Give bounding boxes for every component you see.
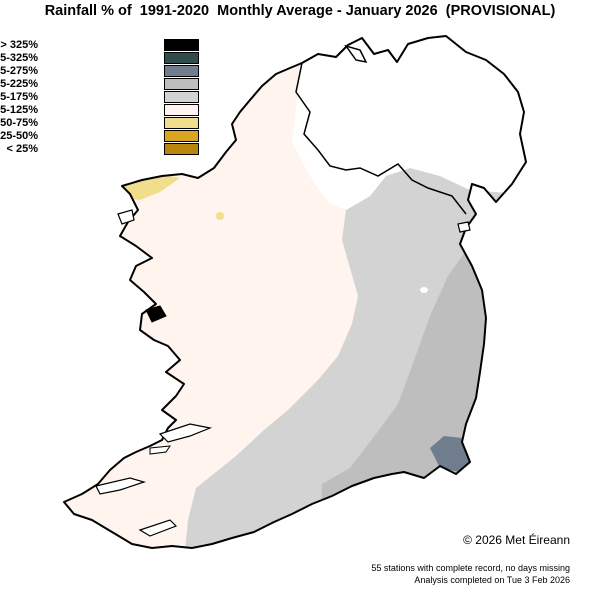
- achill-island: [117, 209, 135, 225]
- shannon-estuary: [158, 423, 213, 443]
- legend-label: 125-175%: [0, 91, 38, 103]
- analysis-date-note: Analysis completed on Tue 3 Feb 2026: [414, 575, 570, 585]
- legend-swatch: [164, 65, 199, 77]
- legend-swatch: [164, 78, 199, 90]
- band-50-75-spot: [216, 212, 224, 220]
- legend-swatch: [164, 39, 199, 51]
- legend-swatch: [164, 117, 199, 129]
- band-125-175-northeast: [292, 36, 526, 210]
- legend-swatch: [164, 130, 199, 142]
- band-225-275-wexford: [430, 436, 472, 472]
- legend-label: < 25%: [6, 143, 39, 155]
- legend-swatch: [164, 91, 199, 103]
- aran-islands: [149, 445, 172, 455]
- legend-label: > 325%: [0, 39, 38, 51]
- legend-label: 50-75%: [0, 117, 38, 129]
- legend-swatch: [164, 143, 199, 155]
- legend-label: 75-125%: [0, 104, 38, 116]
- legend-label: 275-325%: [0, 52, 38, 64]
- map-title: Rainfall % of 1991-2020 Monthly Average …: [44, 3, 556, 19]
- lough-foyle: [344, 44, 368, 64]
- dingle-bay: [95, 477, 147, 495]
- legend-swatch: [164, 52, 199, 64]
- legend-label: 175-225%: [0, 78, 38, 90]
- copyright-notice: © 2026 Met Éireann: [463, 533, 570, 547]
- station-count-note: 55 stations with complete record, no day…: [371, 563, 570, 573]
- band-125-175-spot: [297, 479, 311, 493]
- legend-label: 25-50%: [0, 130, 38, 142]
- carlingford-lough: [457, 221, 471, 233]
- legend-swatch: [164, 104, 199, 116]
- clew-bay-islands: [145, 305, 167, 323]
- northern-ireland-border: [295, 62, 467, 215]
- lough-ree: [420, 287, 428, 293]
- bantry-bay: [138, 519, 178, 537]
- legend-label: 225-275%: [0, 65, 38, 77]
